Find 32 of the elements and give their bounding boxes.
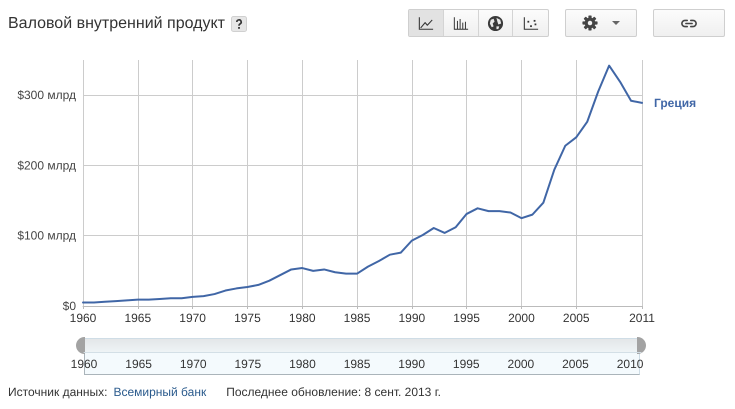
x2-tick-label: 1980 [289,357,316,371]
x-tick-label: 2011 [629,311,656,325]
x2-tick-label: 1990 [398,357,426,371]
y-tick-label: $100 млрд [17,228,76,243]
x2-tick-label: 1970 [180,357,207,371]
chart-title: Валовой внутренний продукт [8,15,225,33]
x-tick-label: 1970 [179,311,206,325]
x2-tick-label: 1975 [234,357,262,371]
y-tick-label: $300 млрд [17,88,76,102]
text: Последнее обновление: 8 сент. 2013 г. [226,385,441,399]
x-tick-label: 1975 [234,311,262,325]
y-tick-label: $0 [62,299,76,313]
x2-tick-label: 1995 [452,357,480,371]
x2-tick-label: 2010 [616,357,644,371]
series-label: Греция [654,96,696,110]
x2-tick-label: 1960 [70,357,98,371]
x2-tick-label: 1965 [125,357,152,371]
x2-tick-label: 2000 [508,357,535,371]
x2-tick-label: 2005 [562,357,590,371]
y-tick-label: $200 млрд [17,158,76,172]
x-tick-label: 2000 [508,311,536,325]
x-tick-label: 1965 [124,311,152,325]
x-tick-label: 1985 [344,311,371,325]
text: Всемирный банк [113,385,206,399]
x-tick-label: 1960 [70,311,97,325]
x-tick-label: 1980 [288,311,316,325]
x2-tick-label: 1985 [344,357,371,371]
text: Источник данных: [8,385,108,399]
x-tick-label: 2005 [562,311,590,325]
x-tick-label: 1995 [453,311,480,325]
line-series [82,64,643,304]
x-tick-label: 1990 [398,311,426,325]
